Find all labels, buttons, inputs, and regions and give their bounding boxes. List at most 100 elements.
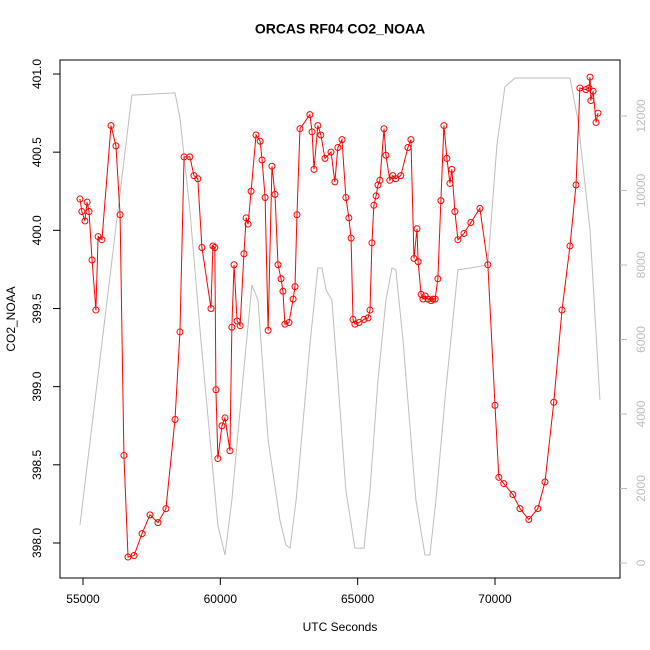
y-tick-label: 401.0: [30, 59, 44, 89]
data-point: [261, 193, 269, 201]
data-point: [314, 122, 322, 130]
data-point: [347, 234, 355, 242]
data-point: [592, 118, 600, 126]
y-tick-label: 398.5: [30, 449, 44, 479]
data-point: [349, 315, 357, 323]
data-point: [281, 320, 289, 328]
data-point: [116, 211, 124, 219]
data-point: [198, 244, 206, 252]
data-point: [258, 156, 266, 164]
data-point: [81, 217, 89, 225]
data-point: [368, 239, 376, 247]
data-point: [242, 214, 250, 222]
data-point: [85, 208, 93, 216]
data-point: [534, 505, 542, 513]
data-point: [417, 290, 425, 298]
data-point: [171, 415, 179, 423]
data-point: [76, 195, 84, 203]
data-point: [370, 201, 378, 209]
data-point: [296, 125, 304, 133]
data-point: [427, 297, 435, 305]
data-point: [130, 551, 138, 559]
data-point: [364, 314, 372, 322]
data-point: [454, 236, 462, 244]
series-line: [79, 77, 601, 556]
data-point: [495, 473, 503, 481]
data-point: [194, 175, 202, 183]
data-point: [211, 244, 219, 252]
data-point: [443, 154, 451, 162]
data-point: [440, 122, 448, 130]
data-point: [351, 320, 359, 328]
data-point: [268, 162, 276, 170]
data-point: [437, 197, 445, 205]
data-point: [88, 256, 96, 264]
y2-tick-label: 6000: [634, 326, 648, 353]
x-tick-label: 55000: [66, 592, 100, 606]
data-point: [293, 211, 301, 219]
data-point: [345, 214, 353, 222]
data-point: [414, 258, 422, 266]
y-tick-label: 400.5: [30, 137, 44, 167]
x-tick-label: 70000: [478, 592, 512, 606]
data-point: [112, 142, 120, 150]
data-point: [566, 242, 574, 250]
data-point: [366, 306, 374, 314]
x-axis-label: UTC Seconds: [303, 620, 378, 634]
y2-tick-label: 0: [634, 559, 648, 566]
data-point: [594, 109, 602, 117]
data-point: [374, 181, 382, 189]
x-tick-label: 60000: [204, 592, 238, 606]
data-point: [212, 386, 220, 394]
data-point: [355, 319, 363, 327]
data-point: [256, 137, 264, 145]
data-point: [310, 165, 318, 173]
data-point: [550, 398, 558, 406]
data-point: [252, 131, 260, 139]
data-point: [525, 516, 533, 524]
data-point: [429, 295, 437, 303]
data-point: [331, 178, 339, 186]
data-point: [218, 422, 226, 430]
data-point: [226, 447, 234, 455]
data-point: [372, 192, 380, 200]
data-point: [78, 208, 86, 216]
data-point: [308, 128, 316, 136]
data-point: [83, 198, 91, 206]
data-point: [162, 505, 170, 513]
data-point: [509, 491, 517, 499]
data-point: [334, 143, 342, 151]
data-point: [448, 165, 456, 173]
data-point: [327, 148, 335, 156]
data-point: [214, 455, 222, 463]
data-point: [589, 87, 597, 95]
data-point: [587, 97, 595, 105]
y2-tick-label: 10000: [634, 173, 648, 207]
data-point: [392, 175, 400, 183]
data-point: [500, 480, 508, 488]
data-point: [321, 154, 329, 162]
data-point: [279, 287, 287, 295]
y-tick-label: 400.0: [30, 215, 44, 245]
x-tick-label: 65000: [341, 592, 375, 606]
chart-title: ORCAS RF04 CO2_NOAA: [255, 21, 425, 37]
data-point: [467, 219, 475, 227]
data-point: [138, 530, 146, 538]
data-point: [154, 519, 162, 527]
data-point: [291, 283, 299, 291]
data-point: [228, 323, 236, 331]
y2-tick-label: 4000: [634, 400, 648, 427]
y2-tick-label: 8000: [634, 251, 648, 278]
data-point: [476, 204, 484, 212]
y-tick-label: 398.0: [30, 528, 44, 558]
data-point: [107, 122, 115, 130]
data-point: [572, 181, 580, 189]
data-point: [491, 401, 499, 409]
data-point: [317, 131, 325, 139]
data-point: [342, 193, 350, 201]
data-point: [98, 236, 106, 244]
data-point: [541, 478, 549, 486]
data-point: [338, 136, 346, 144]
data-point: [434, 275, 442, 283]
data-point: [397, 172, 405, 180]
